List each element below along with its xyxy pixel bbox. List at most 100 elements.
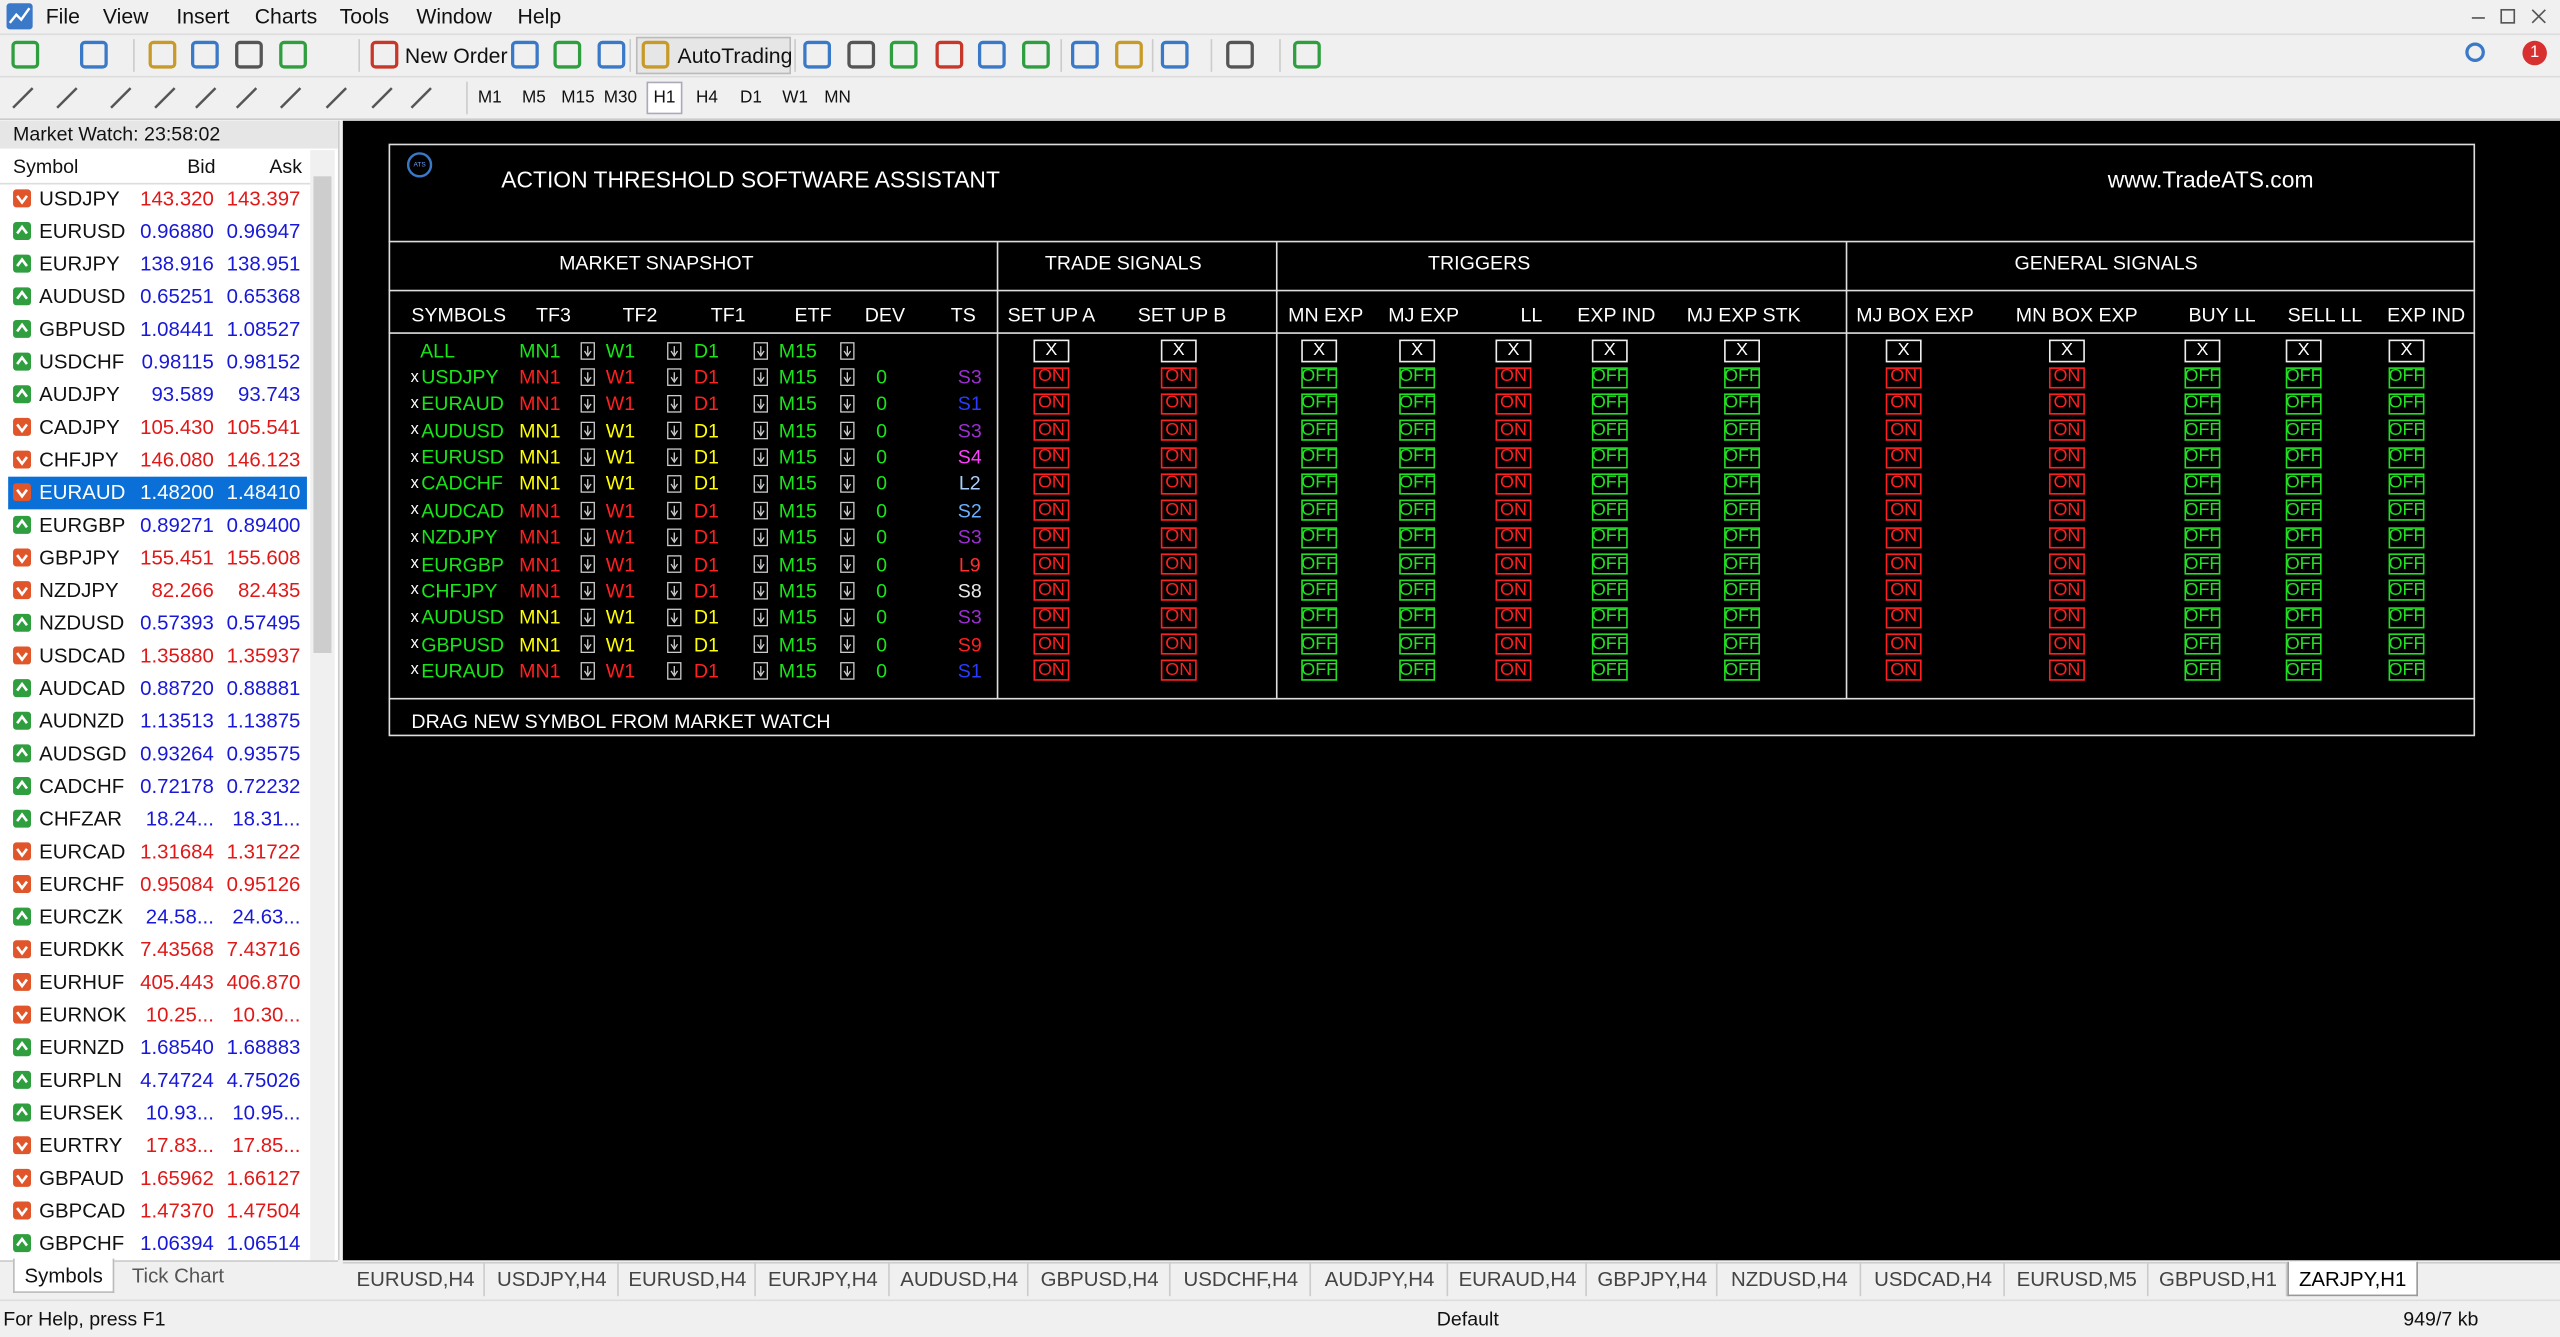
symbol-name[interactable]: EURNOK (39, 1003, 127, 1027)
symbol-name[interactable]: NZDJPY (39, 579, 119, 602)
toolbar-icon[interactable] (191, 40, 219, 69)
symbol-name[interactable]: CADJPY (39, 415, 120, 439)
toolbar-icon[interactable] (641, 40, 670, 69)
timeframe-button[interactable]: M15 (561, 87, 595, 108)
scrollbar-thumb[interactable] (313, 176, 332, 653)
chart-tab-label[interactable]: ZARJPY,H1 (2298, 1268, 2407, 1291)
toggle-box[interactable] (1724, 339, 1760, 363)
chart-tab-active[interactable] (2287, 1261, 2418, 1297)
remove-symbol[interactable]: x (410, 608, 419, 627)
timeframe-button[interactable]: MN (824, 87, 851, 108)
symbol-name[interactable]: GBPCHF (39, 1232, 125, 1255)
symbol-name[interactable]: EURCZK (39, 905, 124, 929)
remove-symbol[interactable]: x (410, 661, 419, 680)
chart-tab-label[interactable]: NZDUSD,H4 (1730, 1268, 1848, 1291)
chart-tab[interactable] (619, 1261, 756, 1297)
toggle-label[interactable]: X (2060, 340, 2073, 360)
chart-tab[interactable] (2005, 1261, 2149, 1297)
toggle-box[interactable] (1399, 339, 1436, 363)
symbol-name[interactable]: GBPCAD (39, 1199, 126, 1223)
toggle-box[interactable] (2184, 339, 2221, 363)
toolbar-icon[interactable] (79, 40, 108, 69)
toggle-label[interactable]: X (2196, 340, 2209, 360)
toolbar-icon[interactable] (1226, 40, 1254, 69)
remove-symbol[interactable]: x (410, 501, 419, 520)
drawing-tool[interactable] (12, 87, 34, 109)
drawing-tool[interactable] (279, 87, 302, 109)
chart-tab[interactable] (1718, 1261, 1862, 1297)
toggle-label[interactable]: X (1736, 340, 1749, 360)
chart-tab-label[interactable]: AUDUSD,H4 (900, 1268, 1019, 1291)
toggle-box[interactable] (2388, 339, 2425, 363)
chart-tab[interactable] (1448, 1261, 1587, 1297)
symbol-name[interactable]: EURHUF (39, 970, 125, 994)
chart-tab-label[interactable]: EURAUD,H4 (1458, 1268, 1577, 1291)
toolbar-icon[interactable] (235, 40, 263, 69)
toolbar-icon[interactable] (511, 40, 539, 69)
remove-symbol[interactable]: x (410, 421, 419, 440)
remove-symbol[interactable]: x (410, 394, 419, 413)
timeframe-button[interactable]: H1 (653, 87, 676, 108)
restore-button[interactable] (2500, 8, 2516, 24)
symbol-name[interactable]: EURAUD (39, 481, 126, 505)
chart-tab-label[interactable]: EURJPY,H4 (768, 1268, 878, 1291)
symbol-name[interactable]: USDJPY (39, 187, 120, 211)
toggle-label[interactable]: X (1172, 340, 1185, 360)
toggle-label[interactable]: X (1411, 340, 1424, 360)
toolbar-icon[interactable] (597, 40, 626, 69)
toggle-label[interactable]: X (1603, 340, 1616, 360)
symbol-name[interactable]: AUDNZD (39, 709, 125, 733)
new-order-label[interactable]: New Order (404, 43, 508, 68)
symbol-name[interactable]: NZDUSD (39, 611, 125, 635)
chart-tab[interactable] (485, 1261, 619, 1297)
drawing-tool[interactable] (110, 87, 132, 109)
symbol-name[interactable]: EURPLN (39, 1068, 122, 1092)
toolbar-icon[interactable] (1293, 40, 1321, 69)
chart-tab-label[interactable]: GBPJPY,H4 (1597, 1268, 1708, 1291)
panel-tab[interactable]: Tick Chart (131, 1264, 225, 1288)
symbol-name[interactable]: EURCHF (39, 872, 125, 896)
chart-tab[interactable] (1587, 1261, 1718, 1297)
remove-symbol[interactable]: x (410, 581, 419, 600)
remove-symbol[interactable]: x (410, 528, 419, 547)
drawing-tool[interactable] (325, 87, 347, 109)
timeframe-button[interactable]: H4 (695, 87, 718, 108)
toolbar-icon[interactable] (148, 40, 177, 69)
market-watch-row[interactable] (8, 476, 307, 510)
toolbar-icon[interactable] (1160, 40, 1189, 69)
chart-tab[interactable] (1861, 1261, 2005, 1297)
menu-item[interactable]: File (45, 4, 80, 29)
chart-tab[interactable] (346, 1261, 485, 1297)
symbol-name[interactable]: EURUSD (39, 219, 126, 243)
toolbar-icon[interactable] (11, 40, 40, 69)
toolbar-icon[interactable] (803, 40, 832, 69)
remove-symbol[interactable]: x (410, 368, 419, 387)
chart-tab-label[interactable]: EURUSD,M5 (2016, 1268, 2137, 1291)
toolbar-icon[interactable] (370, 40, 399, 69)
symbol-name[interactable]: USDCAD (39, 644, 126, 668)
chart-tab[interactable] (1171, 1261, 1312, 1297)
menu-item[interactable]: Insert (176, 4, 230, 29)
toggle-label[interactable]: X (1507, 340, 1520, 360)
toggle-box[interactable] (1885, 339, 1922, 363)
symbol-name[interactable]: AUDCAD (39, 677, 126, 700)
chart-tab[interactable] (2149, 1261, 2288, 1297)
symbol-name[interactable]: EURJPY (39, 252, 120, 276)
symbol-name[interactable]: AUDUSD (39, 285, 126, 309)
toolbar-icon[interactable] (977, 40, 1006, 69)
remove-symbol[interactable]: x (410, 474, 419, 493)
symbol-name[interactable]: CADCHF (39, 775, 125, 798)
autotrading-label[interactable]: AutoTrading (677, 43, 793, 68)
symbol-name[interactable]: EURGBP (39, 513, 126, 537)
panel-tab[interactable]: Symbols (24, 1264, 103, 1288)
symbol-name[interactable]: CHFJPY (39, 448, 119, 472)
chart-tab[interactable] (756, 1261, 890, 1297)
toolbar-icon[interactable] (847, 40, 876, 69)
toggle-box[interactable] (1591, 339, 1628, 363)
menu-item[interactable]: Tools (339, 4, 390, 29)
symbol-name[interactable]: USDCHF (39, 350, 125, 374)
chart-tab-label[interactable]: USDCAD,H4 (1874, 1268, 1993, 1291)
symbol-name[interactable]: EURDKK (39, 938, 125, 962)
chart-tab[interactable] (1029, 1261, 1171, 1297)
chart-tab-label[interactable]: USDJPY,H4 (497, 1268, 607, 1291)
